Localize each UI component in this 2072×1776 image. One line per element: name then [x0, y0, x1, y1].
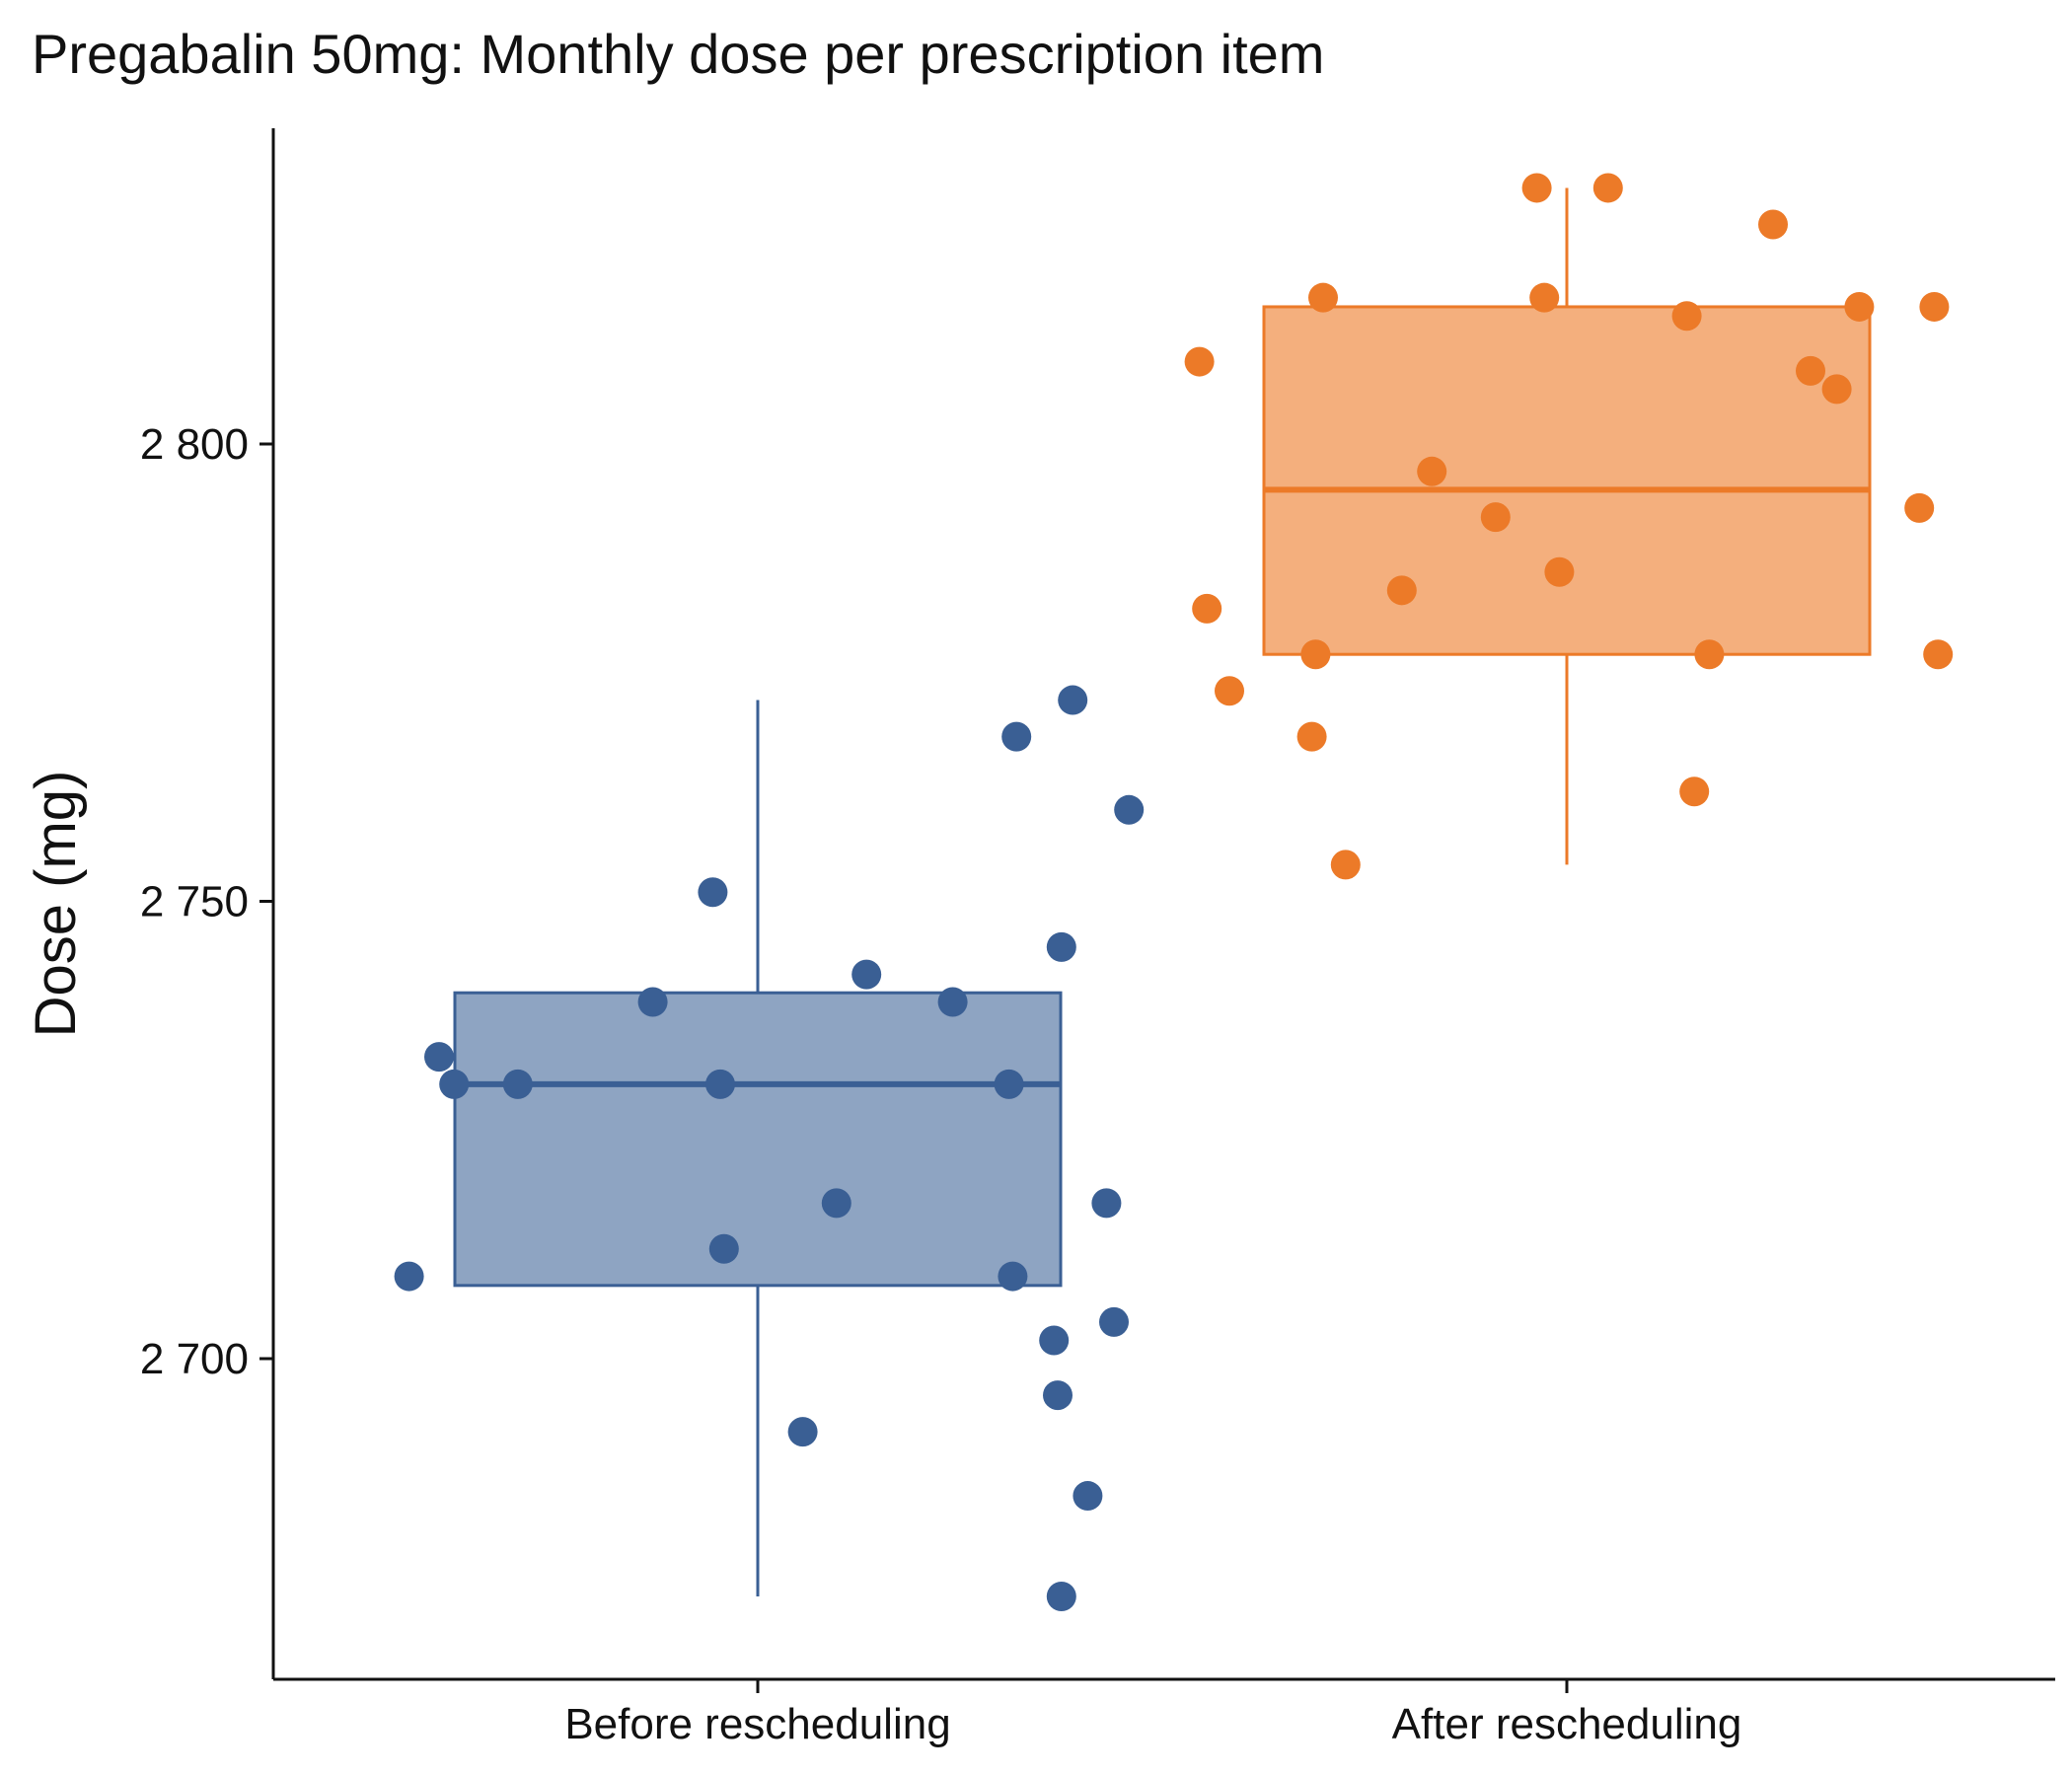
data-point-after: [1758, 209, 1788, 240]
data-point-after: [1296, 721, 1327, 752]
data-point-before: [439, 1069, 470, 1099]
data-point-after: [1192, 593, 1222, 624]
data-point-after: [1904, 492, 1935, 523]
axes-layer: [271, 128, 2055, 1681]
data-point-before: [1073, 1481, 1103, 1512]
data-point-before: [821, 1188, 851, 1219]
data-point-after: [1215, 676, 1244, 706]
data-point-after: [1919, 291, 1950, 322]
data-point-after: [1844, 291, 1875, 322]
data-point-after: [1694, 639, 1725, 670]
data-point-after: [1480, 502, 1511, 533]
data-point-before: [1058, 685, 1088, 715]
x-tick-label: Before rescheduling: [564, 1700, 950, 1748]
y-tick-label: 2 700: [140, 1335, 249, 1383]
points-layer: [394, 173, 1954, 1612]
data-point-after: [1796, 355, 1825, 386]
data-point-after: [1417, 456, 1447, 486]
box-after: [1262, 305, 1872, 656]
data-point-before: [1043, 1380, 1073, 1411]
y-tick-label: 2 750: [140, 878, 249, 926]
data-point-after: [1386, 575, 1417, 606]
data-point-before: [1114, 794, 1145, 825]
data-point-before: [994, 1069, 1024, 1099]
data-point-after: [1308, 282, 1338, 313]
data-point-before: [637, 987, 668, 1017]
data-point-before: [698, 877, 728, 908]
ticks-layer: Before rescheduling After rescheduling 2 7…: [140, 420, 1741, 1748]
data-point-after: [1544, 556, 1575, 587]
box-before: [453, 991, 1063, 1288]
y-axis-title: Dose (mg): [24, 771, 88, 1038]
data-point-after: [1821, 374, 1852, 405]
data-point-before: [708, 1233, 739, 1264]
data-point-before: [998, 1261, 1028, 1292]
data-point-before: [851, 959, 882, 990]
data-point-after: [1184, 346, 1215, 377]
data-point-before: [1099, 1306, 1129, 1337]
data-point-before: [424, 1042, 454, 1073]
data-point-before: [1001, 721, 1032, 752]
x-tick-label: After rescheduling: [1392, 1700, 1742, 1748]
data-point-before: [705, 1069, 735, 1099]
data-point-before: [937, 987, 968, 1017]
data-point-after: [1671, 301, 1702, 332]
y-tick-label: 2 800: [140, 420, 249, 469]
data-point-before: [502, 1069, 533, 1099]
data-point-after: [1592, 173, 1623, 203]
data-point-after: [1923, 639, 1954, 670]
data-point-after: [1679, 777, 1710, 807]
data-point-before: [787, 1417, 818, 1447]
data-point-after: [1529, 282, 1560, 313]
data-point-before: [1091, 1188, 1122, 1219]
data-point-before: [1046, 1582, 1076, 1612]
data-point-after: [1300, 639, 1331, 670]
data-point-after: [1521, 173, 1552, 203]
boxes-layer: [453, 187, 1872, 1597]
data-point-before: [394, 1261, 424, 1292]
data-point-before: [1039, 1325, 1070, 1356]
chart-title: Pregabalin 50mg: Monthly dose per prescr…: [32, 23, 1325, 85]
data-point-before: [1046, 931, 1076, 962]
data-point-after: [1330, 850, 1361, 880]
